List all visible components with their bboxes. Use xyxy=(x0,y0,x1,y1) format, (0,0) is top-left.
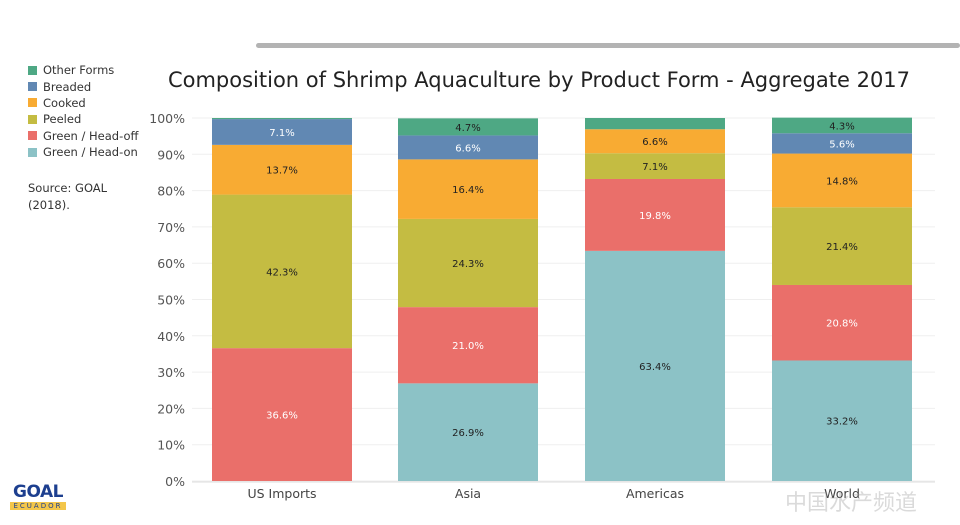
data-label: 63.4% xyxy=(639,362,671,373)
data-label: 21.4% xyxy=(826,242,858,253)
x-tick-label: US Imports xyxy=(247,486,316,501)
x-tick-label: Asia xyxy=(455,486,481,501)
y-tick-label: 20% xyxy=(157,401,185,416)
source-note: Source: GOAL (2018). xyxy=(28,181,108,212)
legend-label: Breaded xyxy=(43,79,92,94)
legend-label: Peeled xyxy=(43,112,82,127)
data-label: 6.6% xyxy=(455,143,480,154)
scrollbar[interactable] xyxy=(256,43,960,48)
logo-subtext: ECUADOR xyxy=(10,502,66,510)
legend-swatch xyxy=(28,65,37,75)
data-label: 14.8% xyxy=(826,176,858,187)
y-tick-label: 40% xyxy=(157,329,185,344)
legend-swatch xyxy=(28,82,37,92)
bar-segment-peeled xyxy=(772,207,912,285)
legend: Other Forms Breaded Cooked Peeled Green / He… xyxy=(28,62,138,160)
bar-segment-other-forms xyxy=(212,118,352,120)
bar-segment-other-forms xyxy=(772,117,912,134)
y-tick-label: 50% xyxy=(157,293,185,308)
bar-segment-cooked xyxy=(585,129,725,154)
bar-segment-breaded xyxy=(772,133,912,154)
bar-segment-breaded xyxy=(212,119,352,145)
bar-segment-green-head-on xyxy=(772,360,912,481)
bar-segment-green-head-on xyxy=(398,383,538,481)
chart-title: Composition of Shrimp Aquaculture by Pro… xyxy=(167,68,911,92)
legend-swatch xyxy=(28,147,37,157)
legend-swatch xyxy=(28,98,37,108)
data-label: 19.8% xyxy=(639,211,671,222)
legend-item: Cooked xyxy=(28,95,138,111)
data-label: 6.6% xyxy=(642,137,667,148)
data-label: 26.9% xyxy=(452,428,484,439)
data-label: 36.6% xyxy=(266,411,298,422)
bar-segment-green-head-on xyxy=(585,250,725,481)
data-label: 7.1% xyxy=(269,128,294,139)
bar-segment-peeled xyxy=(585,153,725,179)
y-tick-label: 70% xyxy=(157,220,185,235)
data-label: 16.4% xyxy=(452,185,484,196)
data-label: 21.0% xyxy=(452,341,484,352)
bar-segment-green-head-off xyxy=(212,348,352,481)
bar-segment-green-head-off xyxy=(772,284,912,361)
legend-label: Cooked xyxy=(43,95,86,110)
bar-segment-green-head-off xyxy=(398,307,538,384)
y-tick-label: 100% xyxy=(149,111,185,126)
bar-segment-peeled xyxy=(212,194,352,349)
legend-item: Green / Head-off xyxy=(28,128,138,144)
data-label: 24.3% xyxy=(452,259,484,270)
bar-segment-cooked xyxy=(398,159,538,219)
bar-segment-other-forms xyxy=(398,118,538,136)
y-tick-label: 10% xyxy=(157,438,185,453)
y-tick-label: 0% xyxy=(165,474,185,489)
data-label: 42.3% xyxy=(266,267,298,278)
data-label: 33.2% xyxy=(826,417,858,428)
data-label: 7.1% xyxy=(642,162,667,173)
legend-item: Breaded xyxy=(28,78,138,94)
legend-item: Green / Head-on xyxy=(28,144,138,160)
data-label: 13.7% xyxy=(266,166,298,177)
y-tick-label: 90% xyxy=(157,147,185,162)
y-tick-label: 80% xyxy=(157,184,185,199)
data-label: 5.6% xyxy=(829,139,854,150)
bar-segment-breaded xyxy=(398,135,538,160)
data-label: 4.7% xyxy=(455,123,480,134)
legend-label: Other Forms xyxy=(43,63,115,78)
bar-segment-cooked xyxy=(212,144,352,195)
logo-text: GOAL xyxy=(13,482,63,502)
legend-swatch xyxy=(28,131,37,141)
legend-item: Other Forms xyxy=(28,62,138,78)
bar-segment-cooked xyxy=(772,153,912,208)
bar-segment-green-head-off xyxy=(585,178,725,251)
goal-logo: GOAL ECUADOR xyxy=(10,482,66,510)
bar-segment-other-forms xyxy=(585,118,725,130)
x-tick-label: Americas xyxy=(626,486,684,501)
x-tick-label: World xyxy=(824,486,860,501)
data-label: 4.3% xyxy=(829,121,854,132)
y-tick-label: 30% xyxy=(157,365,185,380)
watermark: 中国水产频道 xyxy=(785,491,918,516)
data-label: 20.8% xyxy=(826,319,858,330)
y-tick-label: 60% xyxy=(157,256,185,271)
legend-swatch xyxy=(28,114,37,124)
legend-item: Peeled xyxy=(28,111,138,127)
legend-label: Green / Head-on xyxy=(43,145,138,160)
bar-segment-peeled xyxy=(398,218,538,308)
legend-label: Green / Head-off xyxy=(43,128,139,143)
